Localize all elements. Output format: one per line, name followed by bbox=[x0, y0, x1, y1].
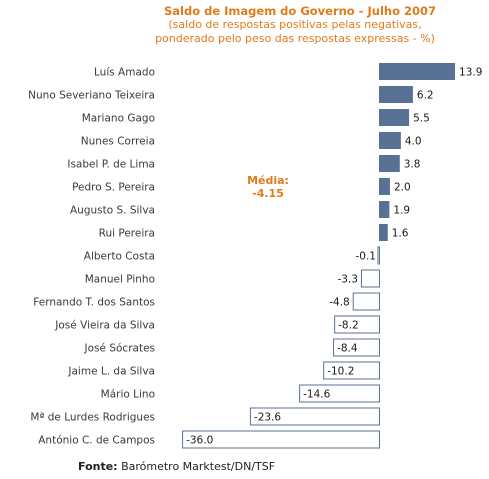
category-label: Augusto S. Silva bbox=[70, 205, 155, 217]
bar bbox=[379, 63, 456, 80]
bar bbox=[379, 109, 410, 126]
category-label: Mário Lino bbox=[101, 389, 155, 401]
bar bbox=[379, 86, 413, 103]
value-label: -4.8 bbox=[329, 297, 350, 309]
category-label: Nuno Severiano Teixeira bbox=[28, 90, 155, 102]
bar bbox=[249, 407, 380, 426]
value-label: 6.2 bbox=[417, 90, 434, 102]
category-label: Isabel P. de Lima bbox=[67, 159, 155, 171]
mean-value: -4.15 bbox=[252, 187, 284, 200]
value-label: 2.0 bbox=[394, 182, 411, 194]
category-label: Jaime L. da Silva bbox=[67, 366, 155, 378]
source-label: Fonte: bbox=[78, 460, 118, 473]
value-label: 4.0 bbox=[405, 136, 422, 148]
value-label: -10.2 bbox=[327, 366, 354, 378]
value-label: 1.9 bbox=[393, 205, 410, 217]
category-label: Pedro S. Pereira bbox=[72, 182, 155, 194]
value-label: -23.6 bbox=[254, 412, 281, 424]
chart-title: Saldo de Imagem do Governo - Julho 2007 bbox=[163, 4, 436, 18]
value-label: 1.6 bbox=[392, 228, 409, 240]
bar bbox=[377, 246, 380, 265]
bar bbox=[334, 315, 380, 334]
value-label: -8.4 bbox=[337, 343, 358, 355]
category-label: Manuel Pinho bbox=[85, 274, 155, 286]
category-label: Nunes Correia bbox=[81, 136, 155, 148]
bar bbox=[360, 269, 381, 288]
mean-label: Média: bbox=[247, 174, 289, 187]
chart-subtitle: (saldo de respostas positivas pelas nega… bbox=[110, 18, 480, 46]
bar bbox=[379, 132, 401, 149]
category-label: José Sócrates bbox=[84, 343, 155, 355]
category-label: Rui Pereira bbox=[99, 228, 155, 240]
source-note: Fonte: Barómetro Marktest/DN/TSF bbox=[78, 460, 275, 473]
value-label: -0.1 bbox=[356, 251, 377, 263]
subtitle-line-1: (saldo de respostas positivas pelas nega… bbox=[168, 18, 422, 31]
value-label: 5.5 bbox=[413, 113, 430, 125]
value-label: 13.9 bbox=[459, 67, 482, 79]
mean-annotation: Média: -4.15 bbox=[238, 174, 298, 200]
bar bbox=[379, 201, 390, 218]
bar bbox=[379, 155, 400, 172]
category-label: José Vieira da Silva bbox=[54, 320, 155, 332]
category-label: Luís Amado bbox=[94, 67, 155, 79]
value-label: 3.8 bbox=[404, 159, 421, 171]
value-label: -14.6 bbox=[303, 389, 330, 401]
value-label: -3.3 bbox=[337, 274, 358, 286]
category-label: António C. de Campos bbox=[38, 435, 155, 447]
bar bbox=[379, 224, 388, 241]
category-label: Mariano Gago bbox=[82, 113, 155, 125]
bar bbox=[323, 361, 380, 380]
bar bbox=[299, 384, 380, 403]
category-label: Fernando T. dos Santos bbox=[33, 297, 155, 309]
source-text: Barómetro Marktest/DN/TSF bbox=[121, 460, 276, 473]
bar bbox=[379, 178, 390, 195]
category-label: Alberto Costa bbox=[84, 251, 155, 263]
category-label: Mª de Lurdes Rodrigues bbox=[30, 412, 155, 424]
subtitle-line-2: ponderado pelo peso das respostas expres… bbox=[155, 32, 435, 45]
bar bbox=[333, 338, 381, 357]
value-label: -8.2 bbox=[338, 320, 359, 332]
bar bbox=[352, 292, 380, 311]
bar bbox=[182, 430, 380, 449]
value-label: -36.0 bbox=[186, 435, 213, 447]
